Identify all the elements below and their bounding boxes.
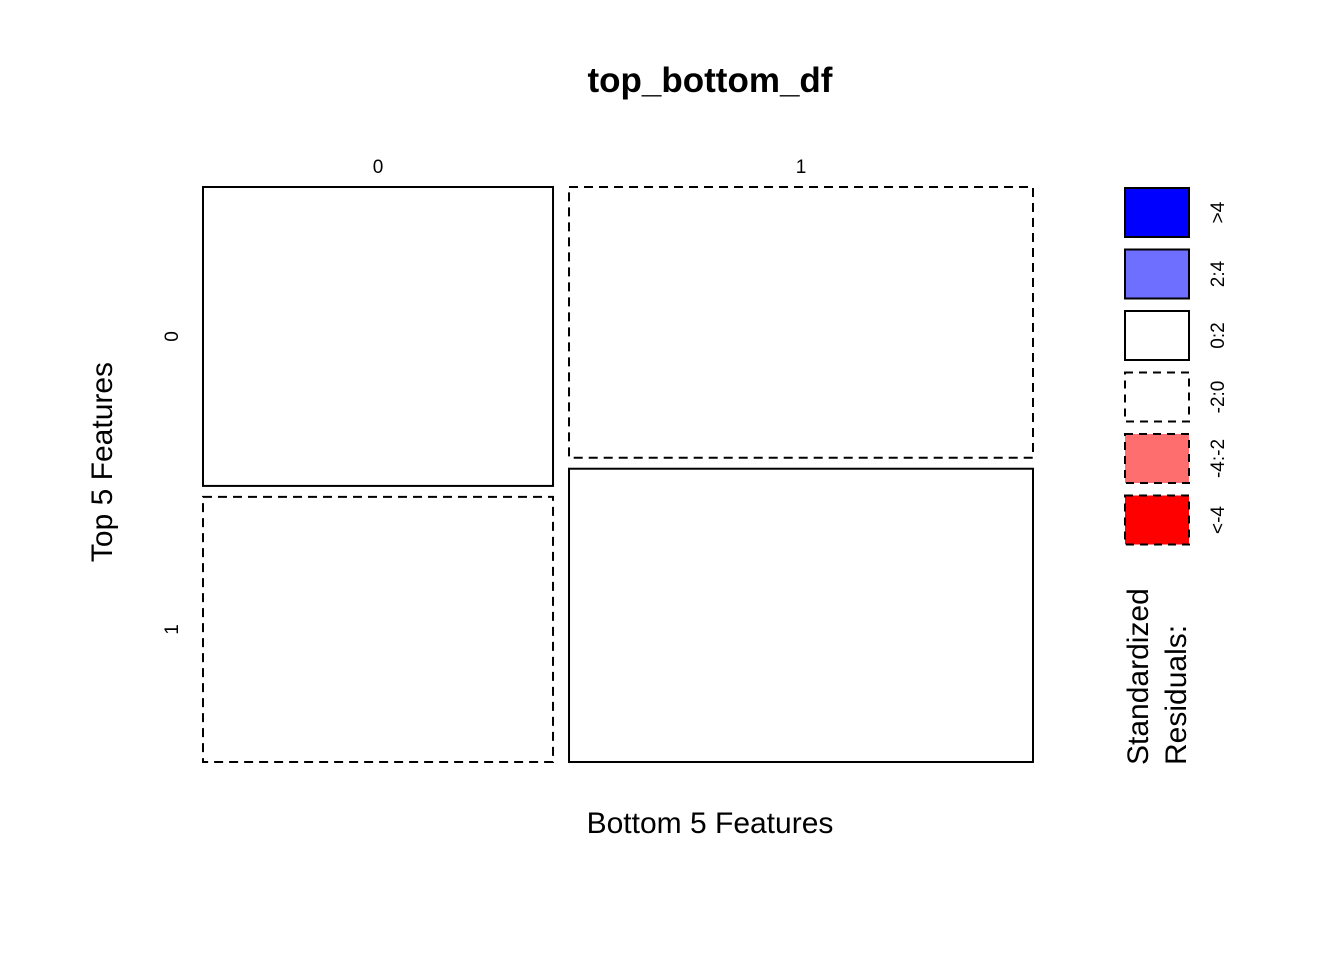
legend-swatch (1124, 371, 1190, 423)
x-tick-label-0: 0 (373, 157, 384, 178)
mosaic-cell-x1-y0 (568, 186, 1035, 459)
legend-swatch (1124, 494, 1190, 546)
legend-swatch (1124, 248, 1190, 300)
legend-label: -4:-2 (1208, 439, 1229, 478)
legend-label: -2:0 (1208, 381, 1229, 414)
mosaic-cells (202, 186, 1035, 763)
x-axis-label: Bottom 5 Features (587, 807, 834, 840)
legend-swatch (1124, 187, 1190, 238)
legend-title-line1: Standardized (1122, 588, 1155, 765)
y-tick-labels: 01 (162, 331, 183, 635)
legend-title-line2: Residuals: (1160, 625, 1193, 765)
y-tick-label-1: 1 (162, 624, 183, 635)
mosaic-cell-x0-y0 (202, 186, 555, 487)
chart-title: top_bottom_df (588, 61, 833, 100)
mosaic-cell-x1-y1 (568, 467, 1035, 763)
legend-label: <-4 (1208, 506, 1229, 534)
legend-swatch (1124, 310, 1190, 361)
legend: >4 2:4 0:2 -2:0 -4:-2 <-4 (1124, 187, 1229, 546)
y-tick-label-0: 0 (162, 331, 183, 342)
legend-label: 2:4 (1208, 260, 1229, 287)
legend-label: 0:2 (1208, 322, 1229, 348)
legend-label: >4 (1208, 201, 1229, 223)
y-axis-label: Top 5 Features (86, 362, 119, 562)
x-tick-label-1: 1 (796, 157, 807, 178)
legend-swatch (1124, 433, 1190, 484)
mosaic-cell-x0-y1 (202, 495, 555, 763)
